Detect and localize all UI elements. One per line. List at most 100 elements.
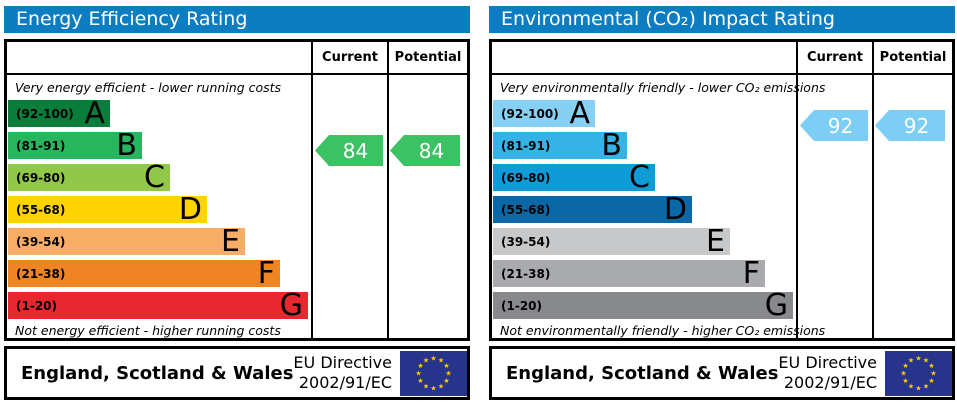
band-row-f: (21-38) F bbox=[8, 256, 311, 291]
band-letter: A bbox=[569, 96, 590, 131]
band-bar: (39-54) E bbox=[8, 224, 245, 259]
band-bar: (69-80) C bbox=[8, 160, 170, 195]
band-letter: D bbox=[663, 192, 687, 227]
band-row-g: (1-20) G bbox=[493, 288, 796, 323]
region-label: England, Scotland & Wales bbox=[21, 362, 294, 384]
top-caption: Very environmentally friendly - lower CO… bbox=[500, 80, 826, 95]
current-column-header: Current bbox=[807, 50, 863, 65]
band-bar: (81-91) B bbox=[8, 128, 142, 163]
svg-text:★: ★ bbox=[915, 384, 921, 392]
band-letter: E bbox=[221, 224, 240, 259]
band-range: (92-100) bbox=[501, 106, 559, 121]
band-range: (55-68) bbox=[501, 202, 551, 217]
current-rating-arrow: 84 bbox=[315, 135, 383, 166]
svg-text:★: ★ bbox=[902, 377, 908, 385]
svg-text:★: ★ bbox=[430, 384, 436, 392]
band-letter: F bbox=[257, 256, 275, 291]
band-bar: (55-68) D bbox=[493, 192, 692, 227]
bottom-caption: Not environmentally friendly - higher CO… bbox=[500, 323, 826, 338]
band-letter: G bbox=[764, 288, 788, 323]
band-bar: (69-80) C bbox=[493, 163, 655, 193]
band-letter: B bbox=[116, 128, 137, 163]
svg-text:★: ★ bbox=[417, 362, 423, 370]
current-rating-arrow: 92 bbox=[800, 110, 868, 141]
band-row-b: (81-91) B bbox=[493, 131, 796, 161]
environmental-impact-panel: Environmental (CO₂) Impact Rating Curren… bbox=[489, 6, 955, 400]
header-rule bbox=[7, 73, 467, 75]
band-row-g: (1-20) G bbox=[8, 291, 311, 321]
band-row-d: (55-68) D bbox=[8, 192, 311, 227]
band-letter: E bbox=[706, 224, 725, 259]
svg-text:★: ★ bbox=[417, 377, 423, 385]
svg-text:★: ★ bbox=[902, 362, 908, 370]
svg-text:★: ★ bbox=[443, 377, 449, 385]
band-range: (21-38) bbox=[16, 266, 66, 281]
region-label: England, Scotland & Wales bbox=[506, 362, 779, 384]
eu-flag-icon: ★ ★ ★ ★ ★ ★ ★ ★ ★ ★ ★ ★ bbox=[885, 350, 952, 396]
svg-text:★: ★ bbox=[430, 354, 436, 362]
band-bar: (1-20) G bbox=[8, 291, 308, 321]
svg-text:★: ★ bbox=[900, 369, 906, 377]
energy-efficiency-panel: Energy Efficiency Rating Current Potenti… bbox=[4, 6, 470, 400]
panel-title: Energy Efficiency Rating bbox=[4, 6, 470, 33]
svg-text:★: ★ bbox=[415, 369, 421, 377]
band-range: (1-20) bbox=[16, 298, 57, 313]
eu-directive-line1: EU Directive bbox=[293, 353, 392, 372]
eu-directive-line2: 2002/91/EC bbox=[783, 373, 877, 392]
band-letter: A bbox=[84, 96, 105, 131]
bottom-caption: Not energy efficient - higher running co… bbox=[15, 323, 281, 338]
band-letter: F bbox=[742, 256, 760, 291]
eu-directive-line1: EU Directive bbox=[778, 353, 877, 372]
eu-directive-label: EU Directive 2002/91/EC bbox=[293, 353, 392, 393]
potential-column-header: Potential bbox=[394, 50, 462, 65]
column-divider bbox=[872, 42, 874, 338]
band-bar: (39-54) E bbox=[493, 224, 730, 259]
band-row-e: (39-54) E bbox=[8, 224, 311, 259]
band-bar: (81-91) B bbox=[493, 131, 627, 161]
band-bar: (21-38) F bbox=[8, 256, 280, 291]
band-row-c: (69-80) C bbox=[493, 163, 796, 193]
panel-footer: England, Scotland & Wales EU Directive 2… bbox=[489, 346, 955, 400]
band-range: (81-91) bbox=[16, 138, 66, 153]
band-row-e: (39-54) E bbox=[493, 224, 796, 259]
svg-text:★: ★ bbox=[438, 356, 444, 364]
svg-text:★: ★ bbox=[445, 369, 451, 377]
band-bar: (1-20) G bbox=[493, 288, 793, 323]
rating-bands: (92-100) A (81-91) B (69-80) C (55-68) D bbox=[493, 96, 796, 324]
band-range: (81-91) bbox=[501, 138, 551, 153]
svg-text:★: ★ bbox=[438, 382, 444, 390]
band-range: (39-54) bbox=[501, 234, 551, 249]
rating-table: Current Potential Very energy efficient … bbox=[4, 39, 470, 341]
band-range: (21-38) bbox=[501, 266, 551, 281]
rating-table: Current Potential Very environmentally f… bbox=[489, 39, 955, 341]
potential-rating-arrow: 92 bbox=[875, 110, 945, 141]
potential-rating-arrow: 84 bbox=[390, 135, 460, 166]
eu-directive-label: EU Directive 2002/91/EC bbox=[778, 353, 877, 393]
svg-text:★: ★ bbox=[908, 382, 914, 390]
band-row-d: (55-68) D bbox=[493, 192, 796, 227]
svg-text:★: ★ bbox=[928, 377, 934, 385]
top-caption: Very energy efficient - lower running co… bbox=[15, 80, 282, 95]
band-letter: C bbox=[144, 160, 165, 195]
column-divider bbox=[796, 42, 798, 338]
eu-directive-line2: 2002/91/EC bbox=[298, 373, 392, 392]
band-range: (69-80) bbox=[501, 170, 551, 185]
band-row-a: (92-100) A bbox=[8, 96, 311, 131]
band-row-b: (81-91) B bbox=[8, 128, 311, 163]
band-letter: D bbox=[178, 192, 202, 227]
band-range: (1-20) bbox=[501, 298, 542, 313]
band-bar: (92-100) A bbox=[8, 96, 110, 131]
band-range: (92-100) bbox=[16, 106, 74, 121]
eu-flag-icon: ★ ★ ★ ★ ★ ★ ★ ★ ★ ★ ★ ★ bbox=[400, 350, 467, 396]
band-range: (55-68) bbox=[16, 202, 66, 217]
band-bar: (21-38) F bbox=[493, 256, 765, 291]
svg-text:★: ★ bbox=[930, 369, 936, 377]
potential-column-header: Potential bbox=[879, 50, 947, 65]
svg-text:★: ★ bbox=[928, 362, 934, 370]
band-row-c: (69-80) C bbox=[8, 160, 311, 195]
header-rule bbox=[492, 73, 952, 75]
svg-text:★: ★ bbox=[923, 356, 929, 364]
band-range: (69-80) bbox=[16, 170, 66, 185]
panel-title: Environmental (CO₂) Impact Rating bbox=[489, 6, 955, 33]
svg-text:★: ★ bbox=[423, 382, 429, 390]
